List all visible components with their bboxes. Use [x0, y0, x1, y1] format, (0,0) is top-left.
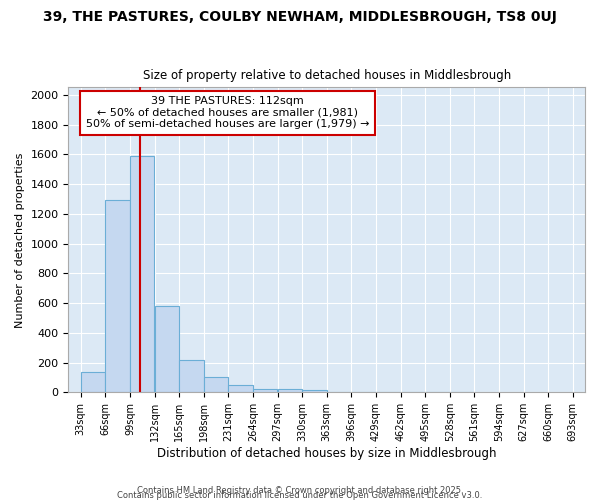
Bar [229, 385, 253, 392]
Text: Contains HM Land Registry data © Crown copyright and database right 2025.: Contains HM Land Registry data © Crown c… [137, 486, 463, 495]
Bar [179, 360, 203, 392]
Bar [278, 390, 302, 392]
Bar [81, 372, 105, 392]
Bar [130, 156, 154, 392]
Bar [253, 388, 277, 392]
X-axis label: Distribution of detached houses by size in Middlesbrough: Distribution of detached houses by size … [157, 447, 496, 460]
Title: Size of property relative to detached houses in Middlesbrough: Size of property relative to detached ho… [143, 69, 511, 82]
Text: 39 THE PASTURES: 112sqm
← 50% of detached houses are smaller (1,981)
50% of semi: 39 THE PASTURES: 112sqm ← 50% of detache… [86, 96, 370, 130]
Text: Contains public sector information licensed under the Open Government Licence v3: Contains public sector information licen… [118, 490, 482, 500]
Bar [204, 378, 228, 392]
Bar [106, 200, 130, 392]
Text: 39, THE PASTURES, COULBY NEWHAM, MIDDLESBROUGH, TS8 0UJ: 39, THE PASTURES, COULBY NEWHAM, MIDDLES… [43, 10, 557, 24]
Y-axis label: Number of detached properties: Number of detached properties [15, 152, 25, 328]
Bar [302, 390, 326, 392]
Bar [155, 306, 179, 392]
